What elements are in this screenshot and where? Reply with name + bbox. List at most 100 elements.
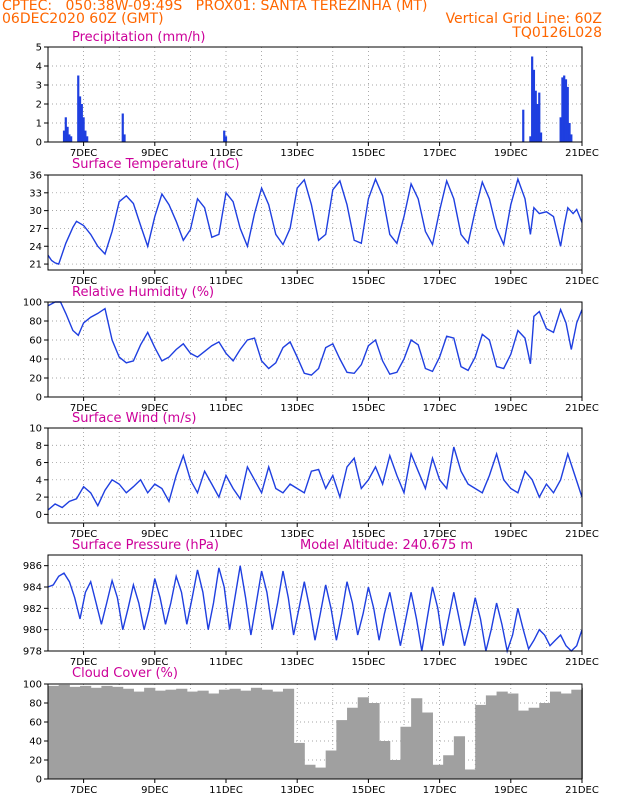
cloud-bar (218, 689, 231, 779)
pres-xtick-label: 13DEC (280, 657, 314, 668)
cloud-bar (571, 689, 583, 779)
precip-bar (77, 75, 80, 142)
cloud-bar (411, 698, 423, 779)
precip-bar (570, 134, 573, 142)
precip-bar (531, 56, 534, 142)
precip-xtick-label: 15DEC (352, 148, 386, 159)
precip-bar (539, 132, 543, 142)
cloud-ytick-label: 0 (36, 775, 42, 786)
temp-series-line (47, 176, 583, 265)
cloud-bar (336, 720, 348, 779)
cloud-bar (347, 707, 359, 779)
pres-xtick-label: 17DEC (423, 657, 457, 668)
wind-ytick-label: 8 (36, 441, 42, 452)
wind-series-line (47, 446, 583, 511)
precip-ytick-label: 1 (36, 119, 42, 130)
header-location: CPTEC: 050:38W-09:49S PROX01: SANTA TERE… (2, 0, 428, 14)
cloud-bar (379, 741, 391, 779)
pres-ytick-label: 986 (23, 561, 42, 572)
precip-xtick-label: 21DEC (565, 148, 599, 159)
cloud-bar (69, 686, 81, 779)
cloud-xtick-label: 19DEC (494, 785, 528, 796)
temp-ytick-label: 33 (29, 188, 42, 199)
cloud-bar (165, 689, 177, 779)
cloud-xtick-label: 11DEC (209, 785, 243, 796)
precip-bar (522, 109, 525, 142)
pres-xtick-label: 9DEC (141, 657, 168, 668)
temp-xtick-label: 21DEC (565, 276, 599, 287)
rh-ytick-label: 0 (36, 393, 42, 404)
precip-xtick-label: 13DEC (280, 148, 314, 159)
temp-xtick-label: 13DEC (280, 276, 314, 287)
pres-annotation: Model Altitude: 240.675 m (300, 538, 473, 553)
wind-ytick-label: 0 (36, 510, 42, 521)
cloud-bar (186, 691, 199, 779)
cloud-frame (47, 683, 583, 780)
precip-bar (86, 136, 89, 142)
header-model-id: TQ0126L028 (512, 25, 602, 41)
cloud-bar (101, 685, 113, 779)
cloud-xtick-label: 17DEC (423, 785, 457, 796)
wind-ytick-label: 4 (36, 475, 42, 486)
precip-bar (538, 92, 541, 142)
cloud-bar (282, 688, 295, 779)
cloud-ytick-label: 40 (29, 737, 42, 748)
wind-xtick-label: 15DEC (352, 529, 386, 540)
cloud-ytick-label: 20 (29, 756, 42, 767)
precip-ytick-label: 4 (36, 62, 42, 73)
temp-xtick-label: 9DEC (141, 276, 168, 287)
cloud-bar (90, 687, 102, 779)
rh-xtick-label: 9DEC (141, 403, 168, 414)
precip-xtick-label: 17DEC (423, 148, 457, 159)
precip-bar (78, 96, 82, 142)
precip-bar (529, 136, 532, 142)
precip-bar (123, 134, 126, 142)
pres-xtick-label: 21DEC (565, 657, 599, 668)
rh-series-line (47, 301, 583, 376)
temp-ytick-label: 21 (29, 260, 42, 271)
precip-bar (566, 86, 569, 142)
pres-frame (47, 554, 583, 652)
temp-xtick-label: 7DEC (70, 276, 97, 287)
wind-xtick-label: 7DEC (70, 529, 97, 540)
cloud-bar (368, 703, 380, 779)
rh-xtick-label: 7DEC (70, 403, 97, 414)
pres-xtick-label: 15DEC (352, 657, 386, 668)
rh-ytick-label: 40 (29, 355, 42, 366)
cloud-bar (112, 686, 124, 779)
cloud-bar (154, 690, 166, 779)
temp-xtick-label: 15DEC (352, 276, 386, 287)
cloud-bar (528, 707, 540, 779)
rh-xtick-label: 15DEC (352, 403, 386, 414)
precip-bar (68, 134, 71, 142)
precip-bar (563, 75, 566, 142)
precip-frame (47, 46, 583, 143)
precip-xtick-label: 19DEC (494, 148, 528, 159)
temp-xtick-label: 19DEC (494, 276, 528, 287)
cloud-bar (453, 736, 466, 779)
precip-bar (62, 130, 66, 142)
cloud-bar (517, 710, 530, 779)
cloud-xtick-label: 21DEC (565, 785, 599, 796)
pres-series-line (47, 565, 583, 654)
wind-xtick-label: 17DEC (423, 529, 457, 540)
pres-ytick-label: 984 (23, 583, 42, 594)
wind-xtick-label: 13DEC (280, 529, 314, 540)
cloud-bar (400, 726, 412, 779)
pres-xtick-label: 19DEC (494, 657, 528, 668)
wind-xtick-label: 11DEC (209, 529, 243, 540)
rh-xtick-label: 11DEC (209, 403, 243, 414)
pres-xtick-label: 7DEC (70, 657, 97, 668)
cloud-bar (261, 689, 273, 779)
precip-bar (534, 90, 537, 142)
rh-ytick-label: 100 (23, 298, 42, 309)
cloud-bar (560, 693, 572, 779)
cloud-bar (421, 712, 433, 779)
precip-panel-title: Precipitation (mm/h) (72, 30, 205, 45)
temp-ytick-label: 24 (29, 242, 42, 253)
precip-xtick-label: 11DEC (209, 148, 243, 159)
rh-ytick-label: 20 (29, 374, 42, 385)
header-grid-note: Vertical Grid Line: 60Z (445, 11, 602, 27)
rh-xtick-label: 13DEC (280, 403, 314, 414)
cloud-bar (250, 687, 263, 779)
